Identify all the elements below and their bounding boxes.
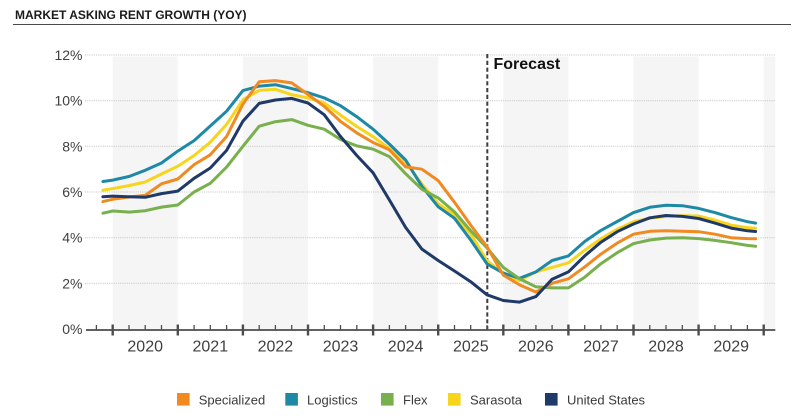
svg-text:2026: 2026 xyxy=(518,339,554,356)
svg-text:0%: 0% xyxy=(62,321,82,337)
svg-text:United States: United States xyxy=(567,393,646,408)
svg-text:6%: 6% xyxy=(62,184,82,200)
svg-text:2028: 2028 xyxy=(648,339,684,356)
svg-text:8%: 8% xyxy=(62,138,82,154)
svg-text:2027: 2027 xyxy=(583,339,619,356)
svg-text:2023: 2023 xyxy=(323,339,359,356)
svg-text:Forecast: Forecast xyxy=(494,56,561,73)
svg-text:2025: 2025 xyxy=(453,339,489,356)
svg-text:2%: 2% xyxy=(62,275,82,291)
svg-text:Specialized: Specialized xyxy=(199,393,266,408)
svg-text:10%: 10% xyxy=(54,93,82,109)
svg-text:2022: 2022 xyxy=(258,339,294,356)
svg-text:12%: 12% xyxy=(54,47,82,63)
svg-text:4%: 4% xyxy=(62,230,82,246)
svg-text:Logistics: Logistics xyxy=(307,393,358,408)
svg-text:2020: 2020 xyxy=(127,339,163,356)
svg-text:2021: 2021 xyxy=(193,339,229,356)
svg-text:2024: 2024 xyxy=(388,339,424,356)
svg-text:Flex: Flex xyxy=(403,393,428,408)
svg-text:Sarasota: Sarasota xyxy=(470,393,523,408)
svg-text:2029: 2029 xyxy=(713,339,749,356)
